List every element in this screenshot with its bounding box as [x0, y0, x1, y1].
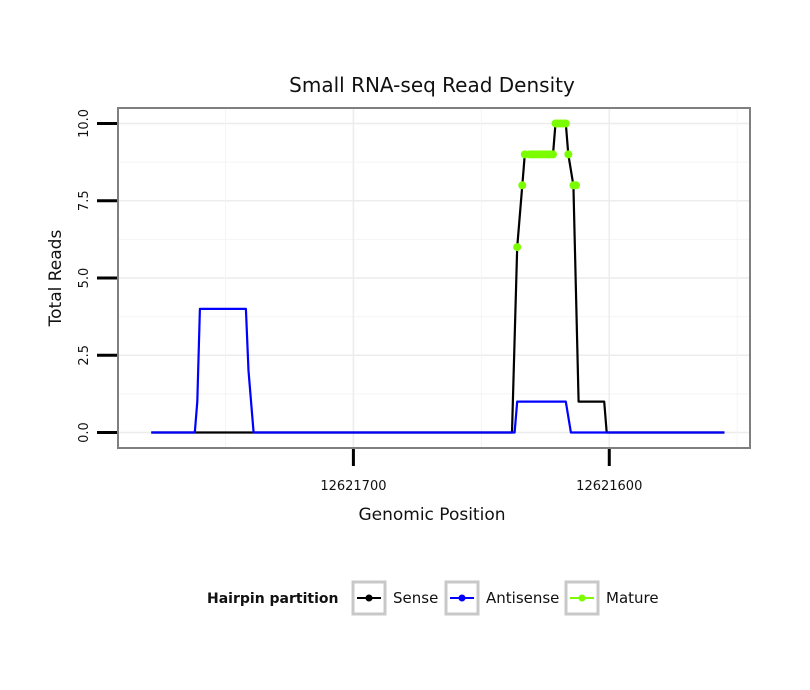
legend-key-point: [578, 594, 586, 602]
chart-title: Small RNA-seq Read Density: [289, 73, 575, 97]
x-tick-label: 12621600: [576, 479, 642, 494]
legend-entries: Sense Antisense Mature: [351, 580, 659, 616]
y-tick-label: 5.0: [77, 268, 92, 289]
legend: Hairpin partition Sense Antisense Mature: [207, 580, 659, 616]
y-axis: 0.0 2.5 5.0 7.5 10.0: [77, 109, 117, 443]
series-mature-point: [564, 150, 573, 159]
series-antisense-line: [151, 307, 725, 434]
y-tick-label: 10.0: [77, 109, 92, 138]
series-mature-point: [513, 243, 522, 252]
legend-entry-sense: Sense: [351, 580, 438, 616]
plot-panel: [117, 107, 751, 449]
y-tick-label: 0.0: [77, 422, 92, 443]
series-mature-point: [518, 181, 527, 190]
series-mature-point: [572, 181, 581, 190]
legend-label: Mature: [606, 589, 659, 607]
series-mature-point: [561, 119, 570, 128]
x-tick-label: 12621700: [320, 479, 386, 494]
legend-title: Hairpin partition: [207, 591, 338, 607]
legend-label: Antisense: [486, 589, 559, 607]
grid-lines: [118, 108, 750, 448]
x-axis-title: Genomic Position: [358, 505, 505, 525]
y-tick-label: 7.5: [77, 190, 92, 211]
legend-label: Sense: [393, 589, 438, 607]
y-tick-label: 2.5: [77, 345, 92, 366]
y-axis-title: Total Reads: [46, 230, 66, 328]
plot-border: [117, 107, 751, 449]
legend-entry-mature: Mature: [564, 580, 659, 616]
series-mature-point: [548, 150, 557, 159]
series-layer: [151, 119, 725, 434]
legend-key-point: [365, 594, 373, 602]
x-axis: 12621700 12621600: [320, 449, 642, 494]
legend-entry-antisense: Antisense: [444, 580, 559, 616]
legend-key-point: [458, 594, 466, 602]
